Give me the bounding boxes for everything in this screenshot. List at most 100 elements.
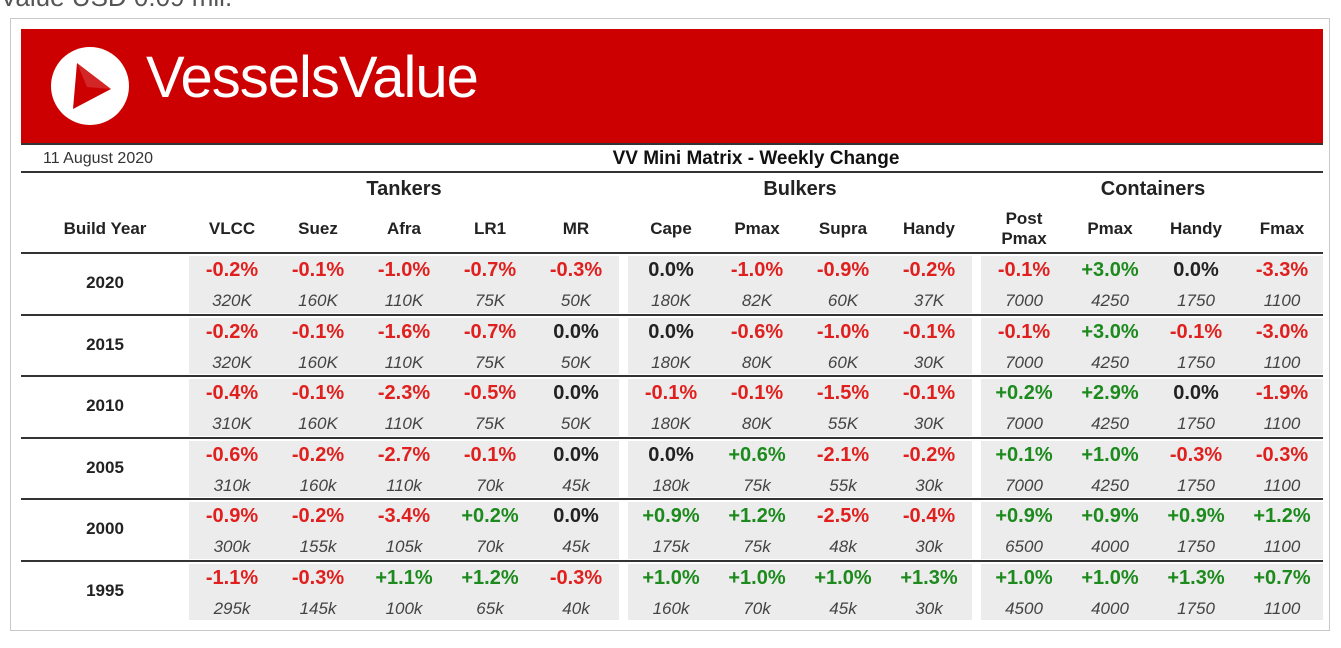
weekly-change-value: -0.1% (644, 382, 698, 404)
cell-background (189, 502, 619, 559)
build-year-cell: 2020 (86, 273, 124, 292)
column-header: Afra (386, 219, 421, 238)
column-header: Pmax (734, 219, 780, 238)
vessel-size-value: 60K (827, 291, 859, 310)
weekly-change-value: +0.9% (995, 505, 1053, 527)
weekly-change-value: -2.5% (816, 505, 870, 527)
weekly-change-value: +0.2% (461, 505, 519, 527)
vessel-size-value: 45k (829, 598, 857, 618)
weekly-change-value: 0.0% (553, 443, 599, 466)
cell-background (189, 379, 619, 436)
vessel-size-value: 30K (913, 414, 945, 433)
column-header: MR (562, 219, 590, 238)
weekly-change-value: +1.2% (461, 566, 519, 589)
cell-background (628, 256, 972, 313)
weekly-change-value: +0.6% (728, 443, 786, 466)
cell-background (628, 502, 972, 559)
cell-background (981, 317, 1323, 374)
vessel-size-value: 310k (213, 475, 251, 495)
vessel-size-value: 75k (743, 475, 771, 495)
weekly-change-value: -1.0% (730, 259, 784, 281)
weekly-change-value: 0.0% (553, 320, 599, 343)
weekly-change-value: -1.1% (205, 566, 259, 589)
weekly-change-value: +1.1% (375, 566, 433, 589)
row-separator (21, 436, 1323, 439)
weekly-change-value: -0.3% (1255, 443, 1309, 466)
brand-banner: VesselsValue (21, 29, 1323, 143)
weekly-change-value: 0.0% (553, 382, 599, 404)
weekly-change-value: -1.0% (377, 259, 431, 281)
cell-background (981, 256, 1323, 313)
vessel-size-value: 1100 (1263, 475, 1301, 495)
weekly-change-value: -0.1% (463, 443, 517, 466)
vessel-size-value: 175k (652, 537, 690, 556)
vessel-size-value: 30K (913, 352, 945, 372)
weekly-change-value: -0.1% (730, 382, 784, 404)
vessel-size-value: 160k (652, 598, 690, 618)
vessel-size-value: 75K (474, 352, 506, 372)
weekly-change-value: -0.6% (205, 443, 259, 466)
column-header: LR1 (473, 219, 507, 238)
vessel-size-value: 1750 (1177, 475, 1215, 495)
vessel-size-value: 145k (299, 598, 337, 618)
vessel-size-value: 160k (299, 475, 337, 495)
weekly-change-value: -0.5% (463, 382, 517, 404)
weekly-change-value: -1.0% (816, 320, 870, 343)
cell-background (628, 563, 972, 620)
vessel-size-value: 160K (298, 414, 338, 433)
vessel-size-value: 4250 (1091, 475, 1129, 495)
weekly-change-value: -0.1% (291, 382, 345, 404)
vessel-size-value: 7000 (1005, 414, 1043, 433)
weekly-change-value: -1.5% (816, 382, 870, 404)
weekly-change-value: +1.0% (1081, 443, 1139, 466)
vessel-size-value: 6500 (1005, 537, 1043, 556)
vessel-size-value: 320K (212, 352, 252, 372)
vessel-size-value: 50K (560, 352, 592, 372)
vessel-size-value: 7000 (1005, 352, 1043, 372)
vessel-size-value: 7000 (1005, 475, 1043, 495)
vessel-size-value: 4000 (1091, 598, 1129, 618)
weekly-change-value: +0.2% (995, 382, 1053, 404)
weekly-change-value: 0.0% (1173, 259, 1219, 281)
weekly-change-value: 0.0% (553, 505, 599, 527)
weekly-change-value: -0.2% (205, 259, 259, 281)
vessel-size-value: 1750 (1177, 291, 1215, 310)
weekly-change-value: +1.0% (814, 566, 872, 589)
cell-background (189, 317, 619, 374)
vessel-size-value: 30k (915, 537, 943, 556)
vessel-size-value: 40k (562, 598, 590, 618)
column-header: Supra (818, 219, 868, 238)
column-header: VLCC (208, 219, 256, 238)
weekly-change-value: -0.7% (463, 259, 517, 281)
weekly-change-value: -0.4% (902, 505, 956, 527)
vessel-size-value: 110K (384, 291, 424, 310)
vessel-size-value: 1100 (1263, 598, 1301, 618)
weekly-change-value: 0.0% (1173, 382, 1219, 404)
vessel-size-value: 37K (913, 291, 945, 310)
column-header: Handy (1170, 219, 1222, 238)
weekly-change-value: -0.9% (816, 259, 870, 281)
column-header: Pmax (1087, 219, 1133, 238)
title-bar: 11 August 2020 VV Mini Matrix - Weekly C… (21, 143, 1323, 173)
vessel-size-value: 1100 (1263, 414, 1301, 433)
weekly-change-value: -0.1% (291, 320, 345, 343)
weekly-change-value: +1.0% (1081, 566, 1139, 589)
weekly-change-value: -0.1% (997, 320, 1051, 343)
vesselsvalue-logo-icon (51, 47, 129, 125)
vessel-size-value: 180K (651, 352, 691, 372)
weekly-change-value: +2.9% (1081, 382, 1139, 404)
vessel-size-value: 180K (651, 291, 691, 310)
vessel-size-value: 4250 (1091, 291, 1129, 310)
cell-background (981, 563, 1323, 620)
vessel-size-value: 100k (385, 598, 423, 618)
weekly-change-value: +1.2% (728, 505, 786, 527)
group-title-containers: Containers (1100, 178, 1206, 200)
vessel-size-value: 70k (476, 537, 504, 556)
weekly-change-value: -3.3% (1255, 259, 1309, 281)
build-year-cell: 2010 (86, 396, 124, 415)
weekly-change-value: +0.9% (642, 505, 700, 527)
vessel-size-value: 70k (743, 598, 771, 618)
weekly-change-value: -0.2% (291, 443, 345, 466)
weekly-change-value: +0.9% (1081, 505, 1139, 527)
row-separator (21, 375, 1323, 377)
